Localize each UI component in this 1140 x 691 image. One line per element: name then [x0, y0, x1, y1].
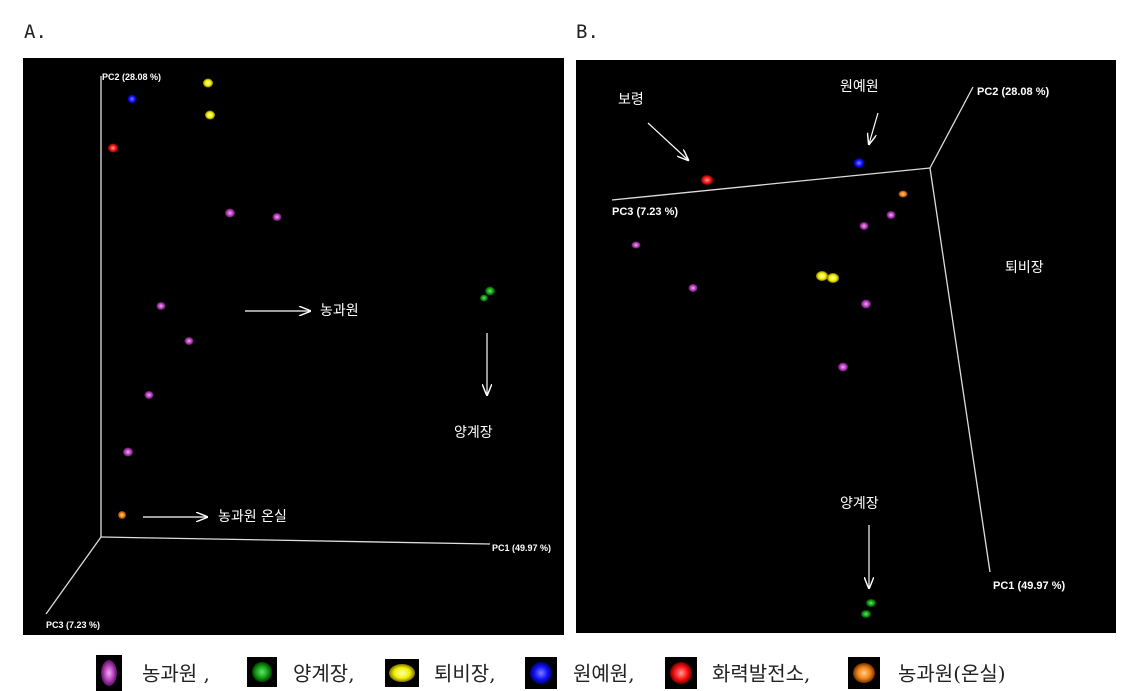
- legend-label: 원예원,: [573, 662, 635, 686]
- plot-background: [576, 60, 1116, 633]
- arrow: [869, 112, 879, 144]
- annotation: 양계장: [840, 496, 879, 512]
- axis-label: PC2 (28.08 %): [102, 72, 161, 82]
- axes: [45, 76, 491, 615]
- legend-label: 농과원(온실): [898, 662, 1006, 686]
- annotation: 농과원 온실: [218, 509, 287, 525]
- annotation: 퇴비장: [1005, 260, 1044, 276]
- panel-label: A.: [24, 21, 47, 43]
- axis-label: PC2 (28.08 %): [977, 86, 1049, 98]
- legend-label: 화력발전소,: [712, 662, 810, 686]
- legend-label: 농과원 ,: [142, 662, 210, 686]
- axes: [611, 86, 991, 573]
- axis-label: PC1 (49.97 %): [492, 543, 551, 553]
- legend-label: 퇴비장,: [434, 662, 496, 686]
- sample-points: [108, 78, 495, 519]
- annotation: 양계장: [454, 425, 493, 441]
- legend: 농과원 , 양계장, 퇴비장, 원예원, 화력발전소, 농과원(온실): [96, 655, 1006, 691]
- plot-background: [23, 58, 564, 635]
- axis-label: PC3 (7.23 %): [612, 206, 678, 218]
- annotation: 원예원: [840, 79, 879, 95]
- axis-label: PC3 (7.23 %): [46, 620, 100, 630]
- sample-points: [631, 158, 908, 618]
- annotation: 농과원: [320, 303, 359, 319]
- legend-label: 양계장,: [293, 662, 355, 686]
- panel-label: B.: [576, 21, 599, 43]
- annotation: 보령: [618, 92, 644, 108]
- axis-label: PC1 (49.97 %): [993, 580, 1065, 592]
- arrow: [647, 122, 688, 160]
